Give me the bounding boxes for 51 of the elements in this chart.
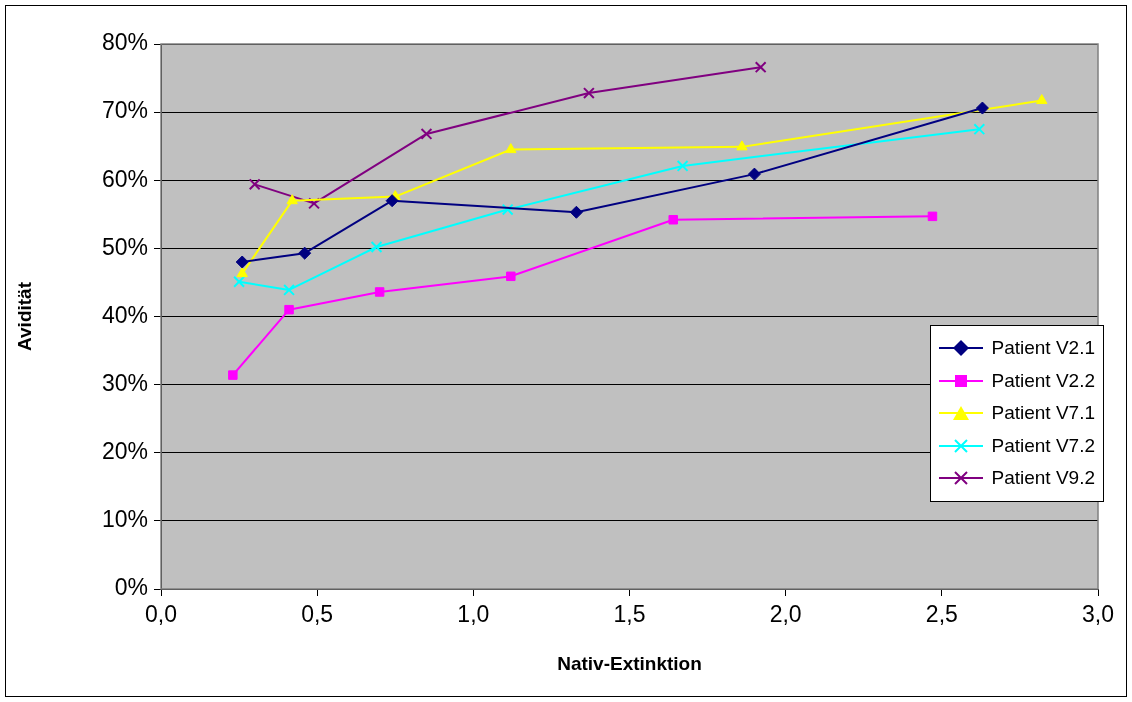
x-tick-label: 1,5: [613, 601, 646, 628]
point: [736, 140, 748, 151]
point: [235, 255, 249, 269]
point: [973, 123, 986, 136]
point: [1036, 94, 1048, 105]
legend-label: Patient V7.1: [991, 402, 1095, 425]
x-tick-label: 0,0: [145, 601, 177, 628]
point: [747, 167, 761, 181]
point: [248, 178, 261, 191]
point: [228, 370, 238, 380]
point: [374, 287, 385, 297]
y-tick-label: 80%: [101, 29, 148, 56]
point: [506, 271, 516, 282]
y-tick-label: 60%: [101, 165, 148, 192]
point: [236, 267, 248, 278]
legend-label: Patient V2.1: [991, 337, 1095, 360]
point: [927, 211, 938, 222]
legend-label: Patient V7.2: [991, 434, 1095, 457]
point: [569, 205, 583, 219]
point: [385, 194, 399, 208]
point: [308, 197, 320, 210]
point: [370, 241, 383, 253]
x-tick-label: 2,5: [925, 601, 958, 628]
y-tick-label: 0%: [114, 574, 148, 601]
legend-label: Patient V2.2: [991, 369, 1095, 392]
y-tick-label: 50%: [101, 233, 148, 260]
y-tick-label: 30%: [101, 369, 148, 396]
point: [501, 203, 514, 216]
legend-label: Patient V9.2: [991, 467, 1095, 490]
point: [298, 246, 312, 260]
y-tick-label: 10%: [101, 506, 148, 533]
point: [286, 194, 298, 205]
point: [582, 87, 595, 99]
point: [754, 61, 767, 74]
point: [668, 215, 678, 225]
point: [676, 159, 689, 172]
point: [283, 283, 296, 296]
x-tick-label: 1,0: [457, 601, 490, 628]
x-tick-label: 0,5: [301, 601, 334, 628]
y-axis-title: Avidität: [13, 281, 35, 351]
point: [420, 127, 433, 140]
x-tick-label: 3,0: [1082, 601, 1114, 628]
point: [505, 143, 517, 154]
y-tick-label: 40%: [101, 301, 148, 328]
point: [284, 304, 294, 315]
x-tick-label: 2,0: [769, 601, 802, 628]
y-tick-label: 20%: [101, 438, 148, 465]
x-axis-title: Nativ-Extinktion: [557, 652, 702, 674]
y-tick-label: 70%: [101, 97, 148, 124]
point: [975, 101, 989, 115]
point: [233, 275, 246, 288]
